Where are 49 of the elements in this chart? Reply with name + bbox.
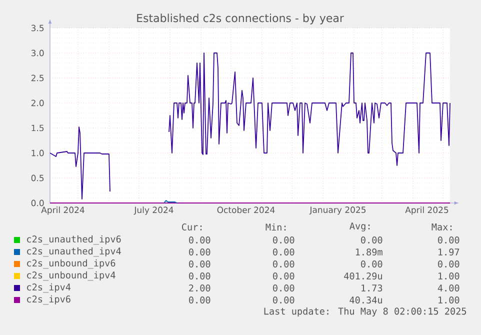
legend-label: c2s_ipv4 <box>27 283 71 293</box>
legend-label: c2s_unbound_ipv6 <box>27 259 116 269</box>
x-tick-label: April 2025 <box>405 206 448 215</box>
text: 1.00 <box>438 296 460 304</box>
text: 1.00 <box>438 272 460 280</box>
y-tick-label: 0.5 <box>31 174 44 182</box>
text: 1.89m <box>356 248 382 256</box>
text: 40.34u <box>350 296 382 304</box>
text: Cur: <box>182 223 202 231</box>
text: 0.00 <box>273 284 294 292</box>
text: 0.00 <box>189 248 210 256</box>
text: 0.00 <box>438 260 460 268</box>
y-tick-label: 3.5 <box>31 24 44 32</box>
y-tick-label: 1.0 <box>32 150 44 156</box>
x-tick-label: January 2025 <box>309 206 366 215</box>
text: Max: <box>432 224 452 230</box>
text: 0.00 <box>189 260 210 268</box>
text: 0.00 <box>189 272 210 280</box>
x-tick-label: October 2024 <box>217 206 275 214</box>
y-tick-label: 1.5 <box>32 124 44 132</box>
chart-title: Established c2s connections - by year <box>137 14 344 24</box>
text: 0.00 <box>273 236 294 244</box>
y-tick-label: 2.0 <box>31 100 44 106</box>
y-tick-label: 0.0 <box>31 200 44 206</box>
legend-label: c2s_ipv6 <box>27 295 70 305</box>
text: 0.00 <box>438 236 460 244</box>
text: 0.00 <box>273 272 294 280</box>
text: 1.97 <box>438 248 460 256</box>
y-tick-label: 2.5 <box>31 74 44 82</box>
text: Avg: <box>350 222 370 232</box>
text: 1.73 <box>362 284 382 292</box>
text: 0.00 <box>273 260 294 268</box>
legend-label: c2s_unauthed_ipv6 <box>27 235 121 245</box>
text: 401.29u <box>344 272 382 280</box>
x-tick-label: July 2024 <box>134 206 174 215</box>
text: Min: <box>266 223 286 231</box>
text: 0.00 <box>361 236 382 244</box>
text: 0.00 <box>273 248 294 256</box>
text: 4.00 <box>438 284 460 292</box>
text: 0.00 <box>273 296 294 304</box>
legend-label: c2s_unbound_ipv4 <box>27 271 116 281</box>
x-tick-label: April 2024 <box>41 206 84 215</box>
text: Last update: Thu May 8 02:00:15 2025 <box>264 307 466 316</box>
text: 2.00 <box>189 284 210 292</box>
y-tick-label: 3.0 <box>31 50 44 56</box>
legend-label: c2s_unauthed_ipv4 <box>27 247 121 257</box>
text: 0.00 <box>189 236 210 244</box>
text: 0.00 <box>189 296 210 304</box>
text: 0.00 <box>361 260 382 268</box>
